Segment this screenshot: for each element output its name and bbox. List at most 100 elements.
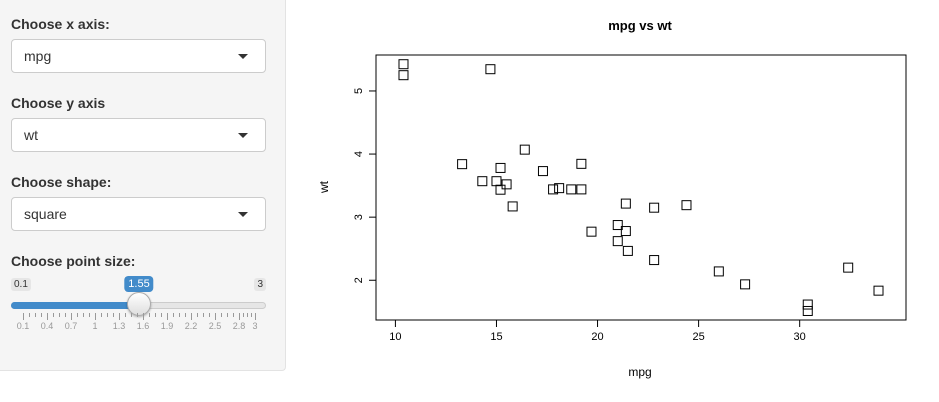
data-point <box>566 184 577 195</box>
data-point <box>586 226 597 237</box>
slider-tick <box>71 313 72 320</box>
y-axis-label: Choose y axis <box>11 95 106 111</box>
slider-tick <box>23 313 24 320</box>
slider-minor-tick <box>107 313 108 317</box>
data-point <box>612 236 623 247</box>
slider-handle[interactable] <box>127 292 151 316</box>
slider-tick <box>191 313 192 320</box>
y-tick-label: 2 <box>353 277 365 283</box>
slider-tick <box>239 313 240 320</box>
slider-minor-tick <box>59 313 60 317</box>
chevron-down-icon <box>238 212 248 217</box>
y-axis: 2 3 4 5 <box>353 88 376 283</box>
slider-tick <box>215 313 216 320</box>
slider-tick-label: 0.7 <box>64 321 78 331</box>
data-point <box>713 266 724 277</box>
slider-max-label: 3 <box>254 278 266 291</box>
data-point <box>537 166 548 177</box>
slider-minor-tick <box>53 313 54 317</box>
slider-minor-tick <box>233 313 234 317</box>
y-tick-label: 4 <box>353 151 365 157</box>
x-axis-select-value: mpg <box>24 48 52 64</box>
slider-tick-label: 2.8 <box>232 321 246 331</box>
data-point <box>649 202 660 213</box>
slider-tick-label: 1 <box>92 321 98 331</box>
slider-tick-label: 1.6 <box>136 321 150 331</box>
data-point <box>398 70 409 81</box>
x-axis-select[interactable]: mpg <box>11 39 266 73</box>
slider-tick <box>255 313 256 320</box>
slider-minor-tick <box>137 313 138 317</box>
data-point <box>495 184 506 195</box>
data-point <box>477 176 488 187</box>
data-point <box>873 285 884 296</box>
slider-tick <box>119 313 120 320</box>
chevron-down-icon <box>238 133 248 138</box>
data-point <box>620 226 631 237</box>
y-tick-label: 3 <box>353 214 365 220</box>
slider-minor-tick <box>149 313 150 317</box>
data-point <box>485 64 496 75</box>
data-point <box>802 299 813 310</box>
data-point <box>802 305 813 316</box>
slider-minor-tick <box>35 313 36 317</box>
slider-minor-tick <box>161 313 162 317</box>
data-point <box>548 184 559 195</box>
slider-bar <box>11 302 139 309</box>
slider-minor-tick <box>101 313 102 317</box>
y-axis-title: wt <box>317 180 331 194</box>
slider-minor-tick <box>41 313 42 317</box>
y-axis-select-value: wt <box>24 127 38 143</box>
slider-minor-tick <box>83 313 84 317</box>
slider-minor-tick <box>125 313 126 317</box>
shape-select[interactable]: square <box>11 197 266 231</box>
slider-tick <box>167 313 168 320</box>
shape-select-value: square <box>24 206 67 222</box>
data-point <box>501 179 512 190</box>
slider-tick-label: 0.1 <box>16 321 30 331</box>
scatter-plot: mpg vs wt 10 15 20 25 30 2 3 4 5 mpg wt <box>317 18 907 379</box>
x-axis-label: Choose x axis: <box>11 16 110 32</box>
slider-tick-label: 2.5 <box>208 321 222 331</box>
point-size-slider[interactable]: 0.1 3 1.55 0.1 0.4 0.7 1 1.3 1.6 1.9 2.2 2.5 2.8 3 <box>11 276 266 336</box>
slider-minor-tick <box>185 313 186 317</box>
slider-minor-tick <box>179 313 180 317</box>
data-point <box>519 144 530 155</box>
slider-tick-label: 1.9 <box>160 321 174 331</box>
data-point <box>554 183 565 194</box>
data-point <box>681 200 692 211</box>
slider-minor-tick <box>221 313 222 317</box>
data-point <box>740 279 751 290</box>
x-axis-title: mpg <box>628 365 651 379</box>
slider-minor-tick <box>131 313 132 317</box>
data-point <box>620 198 631 209</box>
slider-value-label: 1.55 <box>124 276 154 292</box>
plot-box <box>375 54 907 321</box>
slider-minor-tick <box>251 313 252 317</box>
slider-min-label: 0.1 <box>11 278 31 291</box>
data-point <box>398 59 409 70</box>
slider-tick-label: 1.3 <box>112 321 126 331</box>
x-tick-label: 15 <box>490 331 502 343</box>
data-point <box>612 220 623 231</box>
slider-minor-tick <box>77 313 78 317</box>
point-size-label: Choose point size: <box>11 253 136 269</box>
slider-tick-label: 0.4 <box>40 321 54 331</box>
data-point <box>491 176 502 187</box>
y-axis-select[interactable]: wt <box>11 118 266 152</box>
data-point <box>576 158 587 169</box>
x-axis: 10 15 20 25 30 <box>389 320 806 343</box>
sidebar-panel: Choose x axis: mpg Choose y axis wt Choo… <box>0 0 286 371</box>
data-point <box>649 255 660 266</box>
x-tick-label: 10 <box>389 331 401 343</box>
slider-minor-tick <box>243 313 244 317</box>
slider-minor-tick <box>173 313 174 317</box>
slider-minor-tick <box>29 313 30 317</box>
slider-minor-tick <box>203 313 204 317</box>
x-tick-label: 20 <box>591 331 603 343</box>
x-tick-label: 25 <box>692 331 704 343</box>
slider-tick <box>95 313 96 320</box>
slider-minor-tick <box>89 313 90 317</box>
data-point <box>507 201 518 212</box>
slider-minor-tick <box>247 313 248 317</box>
